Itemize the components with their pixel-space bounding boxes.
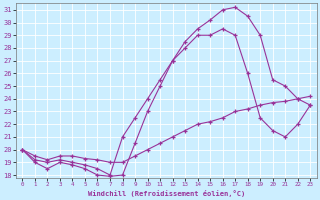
X-axis label: Windchill (Refroidissement éolien,°C): Windchill (Refroidissement éolien,°C) xyxy=(88,190,245,197)
